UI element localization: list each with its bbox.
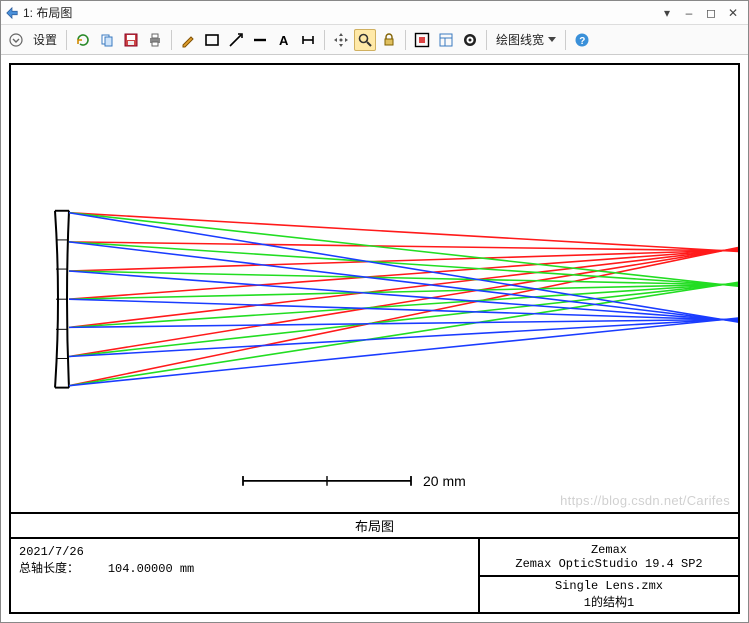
- file-info: Single Lens.zmx 1的结构1: [480, 575, 738, 612]
- window-minimize-button[interactable]: –: [678, 6, 700, 20]
- layout-window: 1: 布局图 ▾ – ◻ ✕ 设置 A 绘图线宽 ?: [0, 0, 749, 623]
- app-icon: [5, 6, 19, 20]
- titlebar: 1: 布局图 ▾ – ◻ ✕: [1, 1, 748, 25]
- pan-icon[interactable]: [330, 29, 352, 51]
- expand-button[interactable]: [5, 29, 27, 51]
- info-left: 2021/7/26 总轴长度： 104.00000 mm: [11, 539, 478, 612]
- print-icon[interactable]: [144, 29, 166, 51]
- linewidth-dropdown[interactable]: 绘图线宽: [492, 31, 560, 48]
- watermark-text: https://blog.csdn.net/Carifes: [560, 493, 730, 508]
- separator: [324, 30, 325, 50]
- target-icon[interactable]: [459, 29, 481, 51]
- panel-layout-icon[interactable]: [435, 29, 457, 51]
- plot-frame: 20 mm https://blog.csdn.net/Carifes 布局图 …: [9, 63, 740, 614]
- window-restore-button[interactable]: ◻: [700, 6, 722, 20]
- file-name: Single Lens.zmx: [488, 579, 730, 593]
- text-icon[interactable]: A: [273, 29, 295, 51]
- total-length-value: 104.00000 mm: [108, 562, 194, 576]
- separator: [171, 30, 172, 50]
- separator: [405, 30, 406, 50]
- software-info: Zemax Zemax OpticStudio 19.4 SP2: [480, 539, 738, 575]
- software-name: Zemax: [488, 543, 730, 557]
- lock-icon[interactable]: [378, 29, 400, 51]
- arrow-icon[interactable]: [225, 29, 247, 51]
- zoom-icon[interactable]: [354, 29, 376, 51]
- copy-icon[interactable]: [96, 29, 118, 51]
- diagram-caption: 布局图: [11, 512, 738, 537]
- info-row: 2021/7/26 总轴长度： 104.00000 mm Zemax Zemax…: [11, 537, 738, 612]
- fit-window-icon[interactable]: [411, 29, 433, 51]
- chevron-down-icon: [548, 37, 556, 42]
- total-length-label: 总轴长度：: [19, 562, 79, 576]
- separator: [565, 30, 566, 50]
- svg-text:?: ?: [579, 36, 585, 47]
- content-area: 20 mm https://blog.csdn.net/Carifes 布局图 …: [1, 55, 748, 622]
- date-text: 2021/7/26: [19, 545, 470, 559]
- svg-text:A: A: [279, 33, 289, 48]
- software-version: Zemax OpticStudio 19.4 SP2: [488, 557, 730, 571]
- help-icon[interactable]: ?: [571, 29, 593, 51]
- pen-icon[interactable]: [177, 29, 199, 51]
- settings-button[interactable]: 设置: [29, 31, 61, 48]
- toolbar: 设置 A 绘图线宽 ?: [1, 25, 748, 55]
- rect-icon[interactable]: [201, 29, 223, 51]
- total-length: 总轴长度： 104.00000 mm: [19, 559, 470, 576]
- window-close-button[interactable]: ✕: [722, 6, 744, 20]
- separator: [486, 30, 487, 50]
- line-icon[interactable]: [249, 29, 271, 51]
- info-right: Zemax Zemax OpticStudio 19.4 SP2 Single …: [478, 539, 738, 612]
- svg-text:20 mm: 20 mm: [423, 474, 466, 489]
- separator: [66, 30, 67, 50]
- window-title: 1: 布局图: [23, 4, 656, 21]
- refresh-icon[interactable]: [72, 29, 94, 51]
- ray-diagram: 20 mm https://blog.csdn.net/Carifes: [11, 65, 738, 512]
- dimension-icon[interactable]: [297, 29, 319, 51]
- save-icon[interactable]: [120, 29, 142, 51]
- window-dropdown-button[interactable]: ▾: [656, 6, 678, 20]
- config-label: 1的结构1: [488, 593, 730, 610]
